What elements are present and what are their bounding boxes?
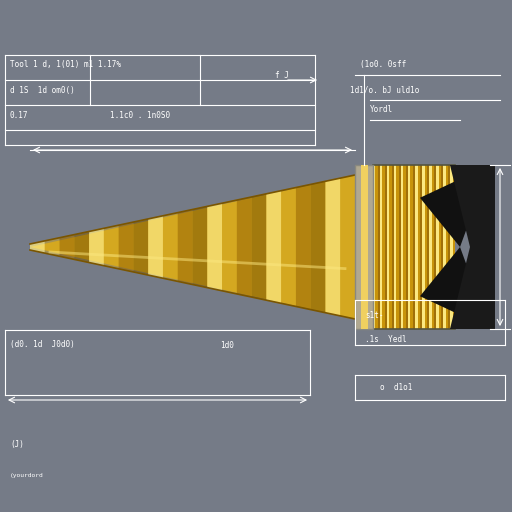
Polygon shape (237, 197, 251, 297)
Polygon shape (59, 234, 74, 260)
Polygon shape (451, 165, 453, 329)
Polygon shape (30, 175, 355, 319)
Polygon shape (432, 165, 434, 329)
Text: o  d1o1: o d1o1 (380, 382, 412, 392)
Polygon shape (178, 209, 193, 285)
Text: 1d1/o. bJ uld1o: 1d1/o. bJ uld1o (350, 86, 419, 95)
Text: s1t-: s1t- (365, 310, 383, 319)
Polygon shape (413, 165, 415, 329)
Text: (J): (J) (10, 440, 24, 450)
Polygon shape (424, 165, 427, 329)
Polygon shape (450, 165, 495, 329)
Polygon shape (420, 165, 490, 247)
Text: Tool 1 d, 1(01) m1 1.17%: Tool 1 d, 1(01) m1 1.17% (10, 60, 121, 70)
Polygon shape (429, 165, 432, 329)
Polygon shape (422, 165, 424, 329)
Polygon shape (340, 175, 355, 319)
Polygon shape (406, 165, 408, 329)
Polygon shape (222, 200, 237, 294)
Polygon shape (408, 165, 411, 329)
Polygon shape (436, 165, 439, 329)
Text: f J: f J (275, 71, 289, 79)
Polygon shape (387, 165, 390, 329)
Bar (373, 165, 455, 329)
Polygon shape (326, 178, 340, 316)
Bar (360, 165, 368, 329)
Polygon shape (207, 203, 222, 291)
Polygon shape (104, 225, 119, 269)
Polygon shape (434, 165, 436, 329)
Text: .1s  Yedl: .1s Yedl (365, 335, 407, 345)
Polygon shape (385, 165, 387, 329)
Polygon shape (396, 165, 399, 329)
Polygon shape (193, 206, 207, 288)
Polygon shape (401, 165, 403, 329)
Polygon shape (392, 165, 394, 329)
Polygon shape (380, 165, 382, 329)
Text: (1o0. 0sff: (1o0. 0sff (360, 60, 406, 70)
Polygon shape (281, 187, 296, 307)
Text: Yordl: Yordl (370, 105, 393, 115)
Polygon shape (148, 216, 163, 278)
Polygon shape (89, 228, 104, 266)
Polygon shape (448, 165, 451, 329)
Polygon shape (453, 165, 455, 329)
Text: 1.1c0 . 1n0S0: 1.1c0 . 1n0S0 (110, 111, 170, 119)
Polygon shape (420, 165, 422, 329)
Text: 0.17: 0.17 (10, 111, 29, 119)
Polygon shape (311, 181, 326, 313)
Polygon shape (445, 165, 448, 329)
Polygon shape (375, 165, 378, 329)
Polygon shape (134, 219, 148, 275)
Polygon shape (394, 165, 396, 329)
Text: (yourdord: (yourdord (10, 473, 44, 478)
Polygon shape (427, 165, 429, 329)
Polygon shape (266, 190, 281, 303)
Polygon shape (420, 247, 490, 329)
Polygon shape (399, 165, 401, 329)
Polygon shape (390, 165, 392, 329)
Polygon shape (443, 165, 445, 329)
Polygon shape (74, 231, 89, 263)
Polygon shape (296, 184, 311, 310)
Text: (d0. 1d  J0d0): (d0. 1d J0d0) (10, 340, 75, 350)
Polygon shape (45, 238, 59, 257)
Polygon shape (439, 165, 441, 329)
Text: 1d0: 1d0 (220, 340, 234, 350)
Text: d 1S  1d om0(): d 1S 1d om0() (10, 86, 75, 95)
Bar (355, 165, 373, 329)
Polygon shape (411, 165, 413, 329)
Polygon shape (415, 165, 417, 329)
Polygon shape (417, 165, 420, 329)
Polygon shape (378, 165, 380, 329)
Polygon shape (119, 222, 134, 272)
Polygon shape (403, 165, 406, 329)
Polygon shape (373, 165, 375, 329)
Polygon shape (30, 241, 45, 253)
Polygon shape (251, 194, 266, 300)
Polygon shape (441, 165, 443, 329)
Polygon shape (382, 165, 385, 329)
Polygon shape (163, 212, 178, 282)
